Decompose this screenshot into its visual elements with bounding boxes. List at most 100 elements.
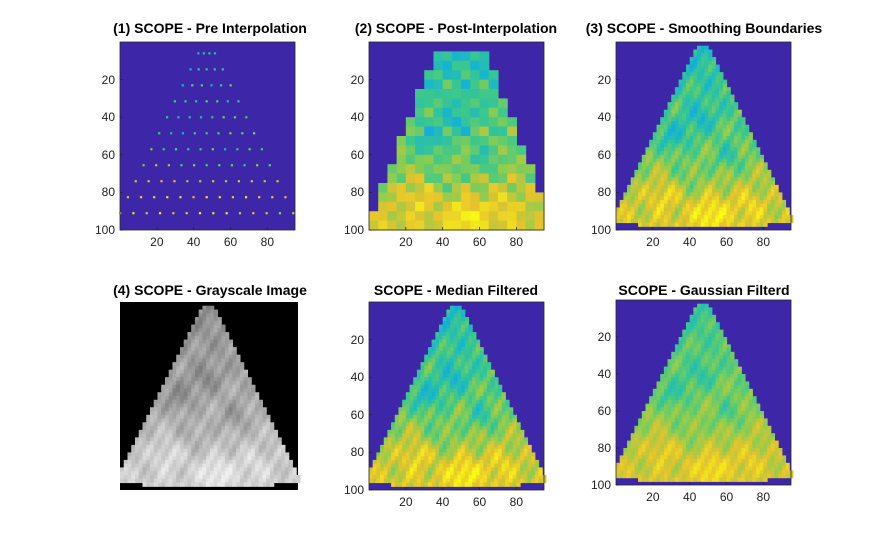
heatmap-cell — [689, 340, 694, 345]
heatmap-cell — [433, 89, 444, 99]
heatmap-cell — [209, 380, 215, 386]
heatmap-cell — [509, 474, 514, 480]
heatmap-cell — [682, 128, 687, 133]
heatmap-cell — [752, 211, 757, 216]
sample-point — [237, 100, 240, 103]
heatmap-cell — [748, 136, 753, 141]
heatmap-cell — [689, 403, 694, 408]
heatmap-cell — [179, 369, 185, 375]
heatmap-cell — [191, 452, 196, 457]
heatmap-cell — [194, 354, 200, 359]
heatmap-cell — [660, 429, 665, 434]
heatmap-cell — [413, 441, 418, 446]
heatmap-cell — [221, 471, 226, 476]
heatmap-cell — [243, 396, 249, 401]
heatmap-cell — [667, 181, 672, 186]
heatmap-cell — [752, 207, 757, 212]
heatmap-cell — [678, 173, 683, 178]
heatmap-cell — [671, 403, 676, 408]
heatmap-cell — [704, 322, 709, 327]
heatmap-cell — [461, 145, 471, 156]
heatmap-cell — [656, 399, 661, 405]
heatmap-cell — [138, 474, 144, 480]
heatmap-cell — [194, 407, 200, 412]
heatmap-cell — [228, 392, 234, 397]
heatmap-cell — [638, 181, 643, 186]
heatmap-cell — [641, 181, 647, 186]
heatmap-cell — [209, 324, 215, 329]
heatmap-cell — [682, 399, 687, 405]
heatmap-cell — [453, 388, 459, 393]
heatmap-cell — [427, 411, 433, 416]
heatmap-cell — [715, 147, 720, 152]
heatmap-cell — [708, 158, 713, 163]
heatmap-cell — [652, 392, 658, 397]
heatmap-cell — [686, 139, 691, 145]
heatmap-cell — [442, 89, 453, 99]
heatmap-cell — [176, 482, 181, 487]
heatmap-cell — [756, 411, 761, 416]
heatmap-cell — [752, 184, 757, 190]
heatmap-cell — [433, 107, 444, 118]
heatmap-cell — [228, 365, 234, 371]
heatmap-cell — [472, 444, 477, 450]
heatmap-cell — [759, 196, 764, 201]
heatmap-cell — [183, 448, 189, 453]
heatmap-cell — [686, 396, 691, 401]
heatmap-cell — [756, 403, 761, 408]
heatmap-cell — [722, 222, 728, 227]
heatmap-cell — [187, 399, 192, 405]
heatmap-cell — [221, 392, 226, 397]
heatmap-cell — [656, 139, 661, 145]
heatmap-cell — [674, 199, 680, 205]
heatmap-cell — [497, 220, 508, 231]
heatmap-cell — [446, 414, 451, 420]
heatmap-cell — [715, 72, 720, 77]
heatmap-cell — [191, 471, 196, 476]
heatmap-cell — [730, 184, 735, 190]
heatmap-cell — [479, 183, 490, 193]
heatmap-cell — [719, 403, 724, 408]
heatmap-cell — [667, 154, 672, 160]
heatmap-cell — [206, 309, 211, 314]
heatmap-cell — [461, 452, 466, 457]
heatmap-cell — [708, 218, 713, 224]
heatmap-cell — [523, 448, 529, 453]
heatmap-cell — [748, 411, 753, 416]
heatmap-cell — [142, 471, 147, 476]
heatmap-cell — [719, 192, 724, 197]
heatmap-cell — [402, 471, 407, 476]
heatmap-cell — [164, 377, 170, 382]
heatmap-cell — [164, 471, 170, 476]
heatmap-cell — [221, 388, 226, 393]
heatmap-cell — [759, 429, 764, 434]
heatmap-cell — [450, 414, 455, 420]
sample-point — [166, 196, 169, 199]
heatmap-cell — [509, 418, 514, 423]
heatmap-cell — [468, 463, 473, 469]
heatmap-cell — [427, 467, 433, 472]
heatmap-cell — [483, 399, 488, 405]
heatmap-cell — [409, 418, 414, 423]
heatmap-cell — [715, 136, 720, 141]
heatmap-cell — [383, 437, 389, 442]
heatmap-cell — [678, 117, 683, 122]
heatmap-cell — [266, 482, 271, 487]
heatmap-cell — [697, 203, 702, 209]
heatmap-cell — [652, 162, 658, 167]
heatmap-cell — [638, 418, 643, 423]
heatmap-cell — [722, 392, 728, 397]
heatmap-cell — [394, 444, 400, 450]
heatmap-cell — [142, 467, 147, 472]
heatmap-cell — [461, 107, 471, 118]
heatmap-cell — [415, 220, 425, 231]
heatmap-cell — [726, 166, 731, 171]
heatmap-cell — [682, 425, 687, 431]
heatmap-cell — [209, 418, 215, 423]
heatmap-cell — [179, 358, 185, 363]
heatmap-cell — [689, 322, 694, 327]
heatmap-cell — [722, 128, 728, 133]
heatmap-cell — [656, 388, 661, 394]
heatmap-cell — [424, 414, 429, 420]
heatmap-cell — [194, 369, 200, 375]
